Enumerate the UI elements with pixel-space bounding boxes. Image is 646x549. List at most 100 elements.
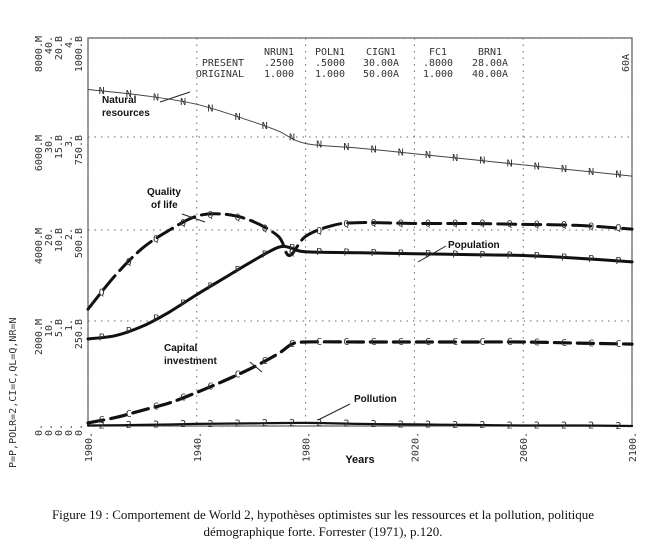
series-label-capital-investment: investment [164, 356, 217, 367]
series-marker-natural-resources: N [371, 145, 377, 156]
series-marker-quality-of-life: Q [479, 219, 485, 230]
x-tick-label: 1900. [84, 432, 95, 462]
series-marker-quality-of-life: Q [452, 218, 458, 229]
param-name: CIGN1 [366, 47, 396, 58]
series-line-population [86, 244, 634, 341]
series-marker-population: P [398, 248, 404, 259]
param-name: BRN1 [478, 47, 502, 58]
series-marker-quality-of-life: Q [262, 224, 268, 235]
label-leader-line [317, 403, 351, 421]
series-marker-natural-resources: N [479, 156, 485, 167]
label-leader-line [159, 91, 191, 103]
series-label-natural-resources: resources [102, 108, 150, 119]
series-marker-pollution: 2 [207, 419, 213, 430]
series-marker-pollution: 2 [126, 420, 132, 431]
row-label-original: ORIGINAL [196, 69, 244, 80]
y-scale-ci-2: 10.B [54, 228, 65, 252]
series-marker-pollution: 2 [343, 419, 349, 430]
series-marker-pollution: 2 [371, 419, 377, 430]
y-scale-ql-2: 2. [64, 228, 75, 240]
series-marker-quality-of-life: Q [207, 210, 213, 221]
series-marker-capital-investment: C [615, 339, 621, 350]
param-original: 1.000 [423, 69, 453, 80]
y-scale-ci-4: 20.B [54, 36, 65, 60]
series-marker-quality-of-life: Q [534, 220, 540, 231]
series-marker-capital-investment: C [561, 338, 567, 349]
series-marker-quality-of-life: Q [316, 226, 322, 237]
series-marker-pollution: 2 [534, 420, 540, 431]
series-marker-pollution: 2 [262, 418, 268, 429]
series-marker-natural-resources: N [534, 161, 540, 172]
series-marker-natural-resources: N [398, 147, 404, 158]
series-marker-natural-resources: N [425, 150, 431, 161]
param-original: 1.000 [315, 69, 345, 80]
y-scale-p-4: 8000.M [34, 36, 45, 72]
label-leader-line [417, 245, 447, 263]
series-marker-population: P [479, 250, 485, 261]
series-marker-quality-of-life: Q [289, 247, 295, 258]
y-scale-p-0: 0. [34, 424, 45, 436]
series-marker-natural-resources: N [316, 140, 322, 151]
series-marker-quality-of-life: Q [371, 218, 377, 229]
series-marker-quality-of-life: Q [561, 220, 567, 231]
series-marker-natural-resources: N [262, 121, 268, 132]
series-marker-population: P [561, 253, 567, 264]
series-marker-quality-of-life: Q [235, 212, 241, 223]
y-scale-ql-3: 3. [64, 135, 75, 147]
y-scale-nr-2: 500.B [74, 228, 85, 258]
series-marker-pollution: 2 [507, 420, 513, 431]
label-leader-line [249, 361, 263, 373]
y-scale-nr-4: 1000.B [74, 36, 85, 72]
series-marker-pollution: 2 [180, 419, 186, 430]
y-scale-polr-2: 20. [44, 228, 55, 246]
series-marker-quality-of-life: Q [398, 218, 404, 229]
y-scale-ci-0: 0. [54, 424, 65, 436]
x-tick-label: 1980. [302, 432, 313, 462]
series-line-pollution [86, 421, 634, 428]
param-name: FC1 [429, 47, 447, 58]
series-marker-pollution: 2 [452, 420, 458, 431]
param-present: .2500 [264, 58, 294, 69]
row-label-present: PRESENT [202, 58, 244, 69]
y-scale-polr-3: 30. [44, 135, 55, 153]
x-tick-label: 2060. [519, 432, 530, 462]
series-marker-natural-resources: N [561, 164, 567, 175]
series-marker-population: P [262, 250, 268, 261]
series-curves: N N N N N N N N N N N N N N N N N N N N Q Q Q Q Q Q Q Q Q Q Q Q Q Q Q Q Q Q Q Q… [86, 86, 634, 432]
series-marker-pollution: 2 [235, 419, 241, 430]
side-label: P=P,POLR=2,CI=C,QL=Q,NR=N [8, 317, 19, 468]
series-marker-quality-of-life: Q [180, 218, 186, 229]
series-label-capital-investment: Capital [164, 343, 198, 354]
series-marker-pollution: 2 [588, 421, 594, 432]
series-marker-capital-investment: C [398, 337, 404, 348]
param-present: 30.00A [363, 58, 399, 69]
y-scale-nr-3: 750.B [74, 135, 85, 165]
series-marker-capital-investment: C [289, 339, 295, 350]
series-marker-capital-investment: C [479, 337, 485, 348]
x-tick-label: 2020. [410, 432, 421, 462]
series-marker-capital-investment: C [425, 337, 431, 348]
series-marker-natural-resources: N [126, 89, 132, 100]
series-marker-pollution: 2 [316, 418, 322, 429]
series-marker-capital-investment: C [180, 393, 186, 404]
y-scale-nr-0: 0. [74, 424, 85, 436]
x-axis: 1900. 1940. 1980. 2020. 2060. 2100. [84, 432, 639, 462]
caption-line-1: Figure 19 : Comportement de World 2, hyp… [51, 507, 595, 522]
series-marker-quality-of-life: Q [153, 234, 159, 245]
series-marker-natural-resources: N [289, 132, 295, 143]
series-marker-population: P [99, 332, 105, 343]
series-marker-capital-investment: C [588, 338, 594, 349]
param-original: 40.00A [472, 69, 508, 80]
series-marker-quality-of-life: Q [588, 221, 594, 232]
series-marker-population: P [425, 249, 431, 260]
param-present: .5000 [315, 58, 345, 69]
series-marker-population: P [371, 248, 377, 259]
series-marker-population: P [534, 251, 540, 262]
y-scale-polr-0: 0. [44, 424, 55, 436]
series-marker-population: P [452, 249, 458, 260]
y-scale-p-2: 4000.M [34, 228, 45, 264]
series-marker-pollution: 2 [153, 420, 159, 431]
series-marker-capital-investment: C [452, 337, 458, 348]
